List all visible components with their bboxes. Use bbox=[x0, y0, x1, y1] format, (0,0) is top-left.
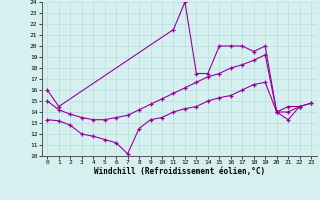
X-axis label: Windchill (Refroidissement éolien,°C): Windchill (Refroidissement éolien,°C) bbox=[94, 167, 265, 176]
